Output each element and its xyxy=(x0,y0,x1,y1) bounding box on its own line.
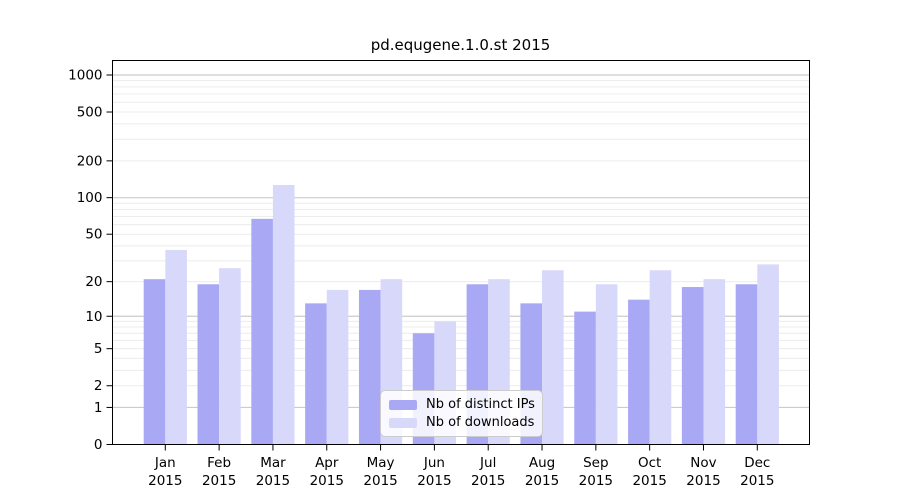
x-tick-label-mar: Mar xyxy=(260,455,286,471)
x-tick-year-aug: 2015 xyxy=(525,473,559,489)
chart-title: pd.equgene.1.0.st 2015 xyxy=(370,36,551,54)
x-tick-year-mar: 2015 xyxy=(256,473,290,489)
bar-distinct-ips-sep xyxy=(574,311,596,445)
x-tick-year-jul: 2015 xyxy=(471,473,505,489)
bar-downloads-dec xyxy=(757,264,779,445)
bar-downloads-sep xyxy=(595,284,618,445)
x-tick-year-apr: 2015 xyxy=(310,473,344,489)
x-tick-year-may: 2015 xyxy=(363,473,397,489)
x-tick-label-jul: Jul xyxy=(479,455,496,471)
y-tick-label-200: 200 xyxy=(77,153,103,169)
y-tick-label-1: 1 xyxy=(94,400,103,416)
bar-downloads-jan xyxy=(165,249,187,445)
legend-swatch-distinct-ips xyxy=(389,399,417,410)
y-tick-label-2: 2 xyxy=(94,378,103,394)
x-tick-year-oct: 2015 xyxy=(632,473,666,489)
y-tick-label-50: 50 xyxy=(85,227,102,243)
bar-distinct-ips-feb xyxy=(197,284,220,445)
legend-label-distinct-ips: Nb of distinct IPs xyxy=(426,397,535,412)
bar-downloads-feb xyxy=(219,268,241,445)
y-tick-label-10: 10 xyxy=(85,309,102,325)
x-tick-label-jun: Jun xyxy=(423,455,445,471)
bar-downloads-nov xyxy=(703,279,726,445)
x-tick-label-feb: Feb xyxy=(207,455,231,471)
x-tick-label-sep: Sep xyxy=(583,455,608,471)
x-tick-label-jan: Jan xyxy=(154,455,176,471)
plot-frame xyxy=(112,60,810,445)
x-tick-label-aug: Aug xyxy=(529,455,555,471)
y-tick-label-100: 100 xyxy=(77,190,103,206)
y-tick-label-20: 20 xyxy=(85,274,102,290)
legend: Nb of distinct IPs Nb of downloads xyxy=(380,390,543,437)
x-tick-year-jan: 2015 xyxy=(148,473,182,489)
x-tick-year-nov: 2015 xyxy=(686,473,720,489)
bar-distinct-ips-oct xyxy=(628,299,650,445)
y-tick-label-500: 500 xyxy=(77,105,103,121)
bar-distinct-ips-may xyxy=(358,289,381,445)
y-tick-label-5: 5 xyxy=(94,341,103,357)
bar-distinct-ips-nov xyxy=(681,287,704,445)
bar-distinct-ips-apr xyxy=(305,303,327,445)
x-tick-label-may: May xyxy=(367,455,395,471)
y-tick-label-1000: 1000 xyxy=(68,67,102,83)
x-tick-label-apr: Apr xyxy=(315,455,339,471)
legend-swatch-downloads xyxy=(389,417,417,428)
bar-downloads-oct xyxy=(649,270,672,445)
x-tick-label-nov: Nov xyxy=(690,455,716,471)
bar-distinct-ips-dec xyxy=(735,284,758,445)
bar-distinct-ips-jan xyxy=(143,279,166,445)
legend-label-downloads: Nb of downloads xyxy=(426,415,535,430)
bar-downloads-aug xyxy=(542,270,564,445)
bar-downloads-apr xyxy=(326,289,349,445)
y-tick-label-0: 0 xyxy=(94,437,103,453)
x-tick-year-feb: 2015 xyxy=(202,473,236,489)
legend-entry-downloads: Nb of downloads xyxy=(389,415,534,430)
bar-distinct-ips-mar xyxy=(251,218,273,445)
x-tick-label-dec: Dec xyxy=(744,455,770,471)
bar-downloads-mar xyxy=(272,184,295,445)
x-tick-year-sep: 2015 xyxy=(579,473,613,489)
legend-entry-distinct-ips: Nb of distinct IPs xyxy=(389,397,535,412)
x-tick-year-jun: 2015 xyxy=(417,473,451,489)
x-tick-year-dec: 2015 xyxy=(740,473,774,489)
x-tick-label-oct: Oct xyxy=(638,455,661,471)
